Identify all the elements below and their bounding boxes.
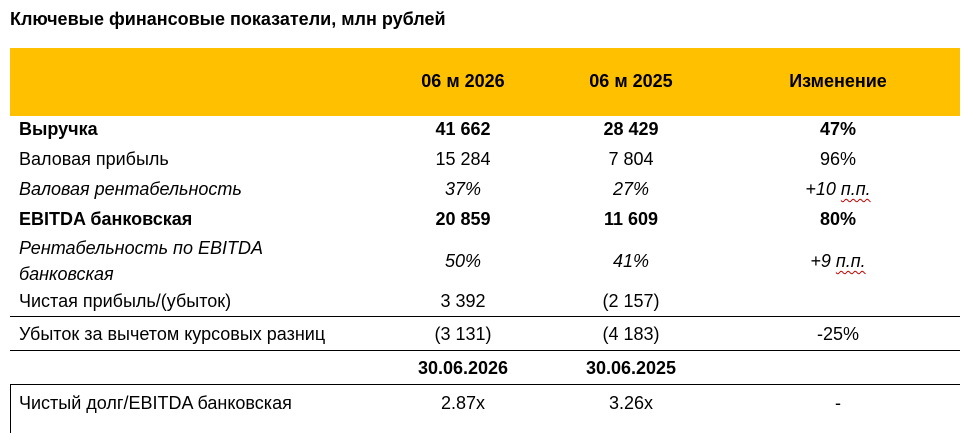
row-value-col1: 3 392 [440, 291, 486, 311]
row-value-col1: 15 284 [435, 149, 491, 169]
row-value-col2: 28 429 [603, 119, 659, 139]
row-value-col1: 50% [444, 251, 482, 271]
table-title: Ключевые финансовые показатели, млн рубл… [10, 9, 446, 29]
row-value-col2: (2 157) [602, 291, 660, 311]
change-unit: п.п. [835, 251, 866, 271]
row-label: Выручка [19, 119, 98, 139]
row-label: Чистый долг/EBITDA банковская [19, 393, 292, 413]
row-value-col2: 41% [612, 251, 650, 271]
header-band [10, 48, 960, 116]
row-value-col2: (4 183) [602, 324, 660, 344]
row-value-col2: 7 804 [608, 149, 654, 169]
row-value-col3: +9 п.п. [718, 250, 958, 272]
row-label: EBITDA банковская [19, 209, 193, 229]
row-label-line1: Рентабельность по EBITDA [19, 238, 263, 258]
change-number: +10 [805, 179, 841, 199]
row-value-col3: 96% [819, 149, 857, 169]
header-col3: Изменение [789, 71, 887, 91]
row-divider [10, 316, 960, 317]
date-col2: 30.06.2025 [585, 358, 677, 378]
row-label: Чистая прибыль/(убыток) [19, 291, 232, 311]
date-col1: 30.06.2026 [417, 358, 509, 378]
row-divider [10, 384, 960, 385]
row-divider [10, 350, 960, 351]
row-label: Валовая рентабельность [19, 179, 242, 199]
row-label: Убыток за вычетом курсовых разниц [19, 324, 326, 344]
row-value-col3: 80% [819, 209, 857, 229]
row-value-col3: +10 п.п. [718, 178, 958, 200]
row-value-col2: 11 609 [603, 209, 659, 229]
row-value-col1: (3 131) [434, 324, 492, 344]
row-value-col2: 27% [612, 179, 650, 199]
header-col1: 06 м 2026 [421, 71, 505, 91]
row-label-line2: банковская [19, 264, 114, 284]
row-label: Валовая прибыль [19, 149, 169, 169]
row-value-col1: 20 859 [435, 209, 491, 229]
row-value-col3: 47% [819, 119, 857, 139]
table-left-border [10, 384, 11, 433]
change-unit: п.п. [840, 179, 871, 199]
row-value-col3: - [835, 393, 841, 413]
row-value-col1: 37% [444, 179, 482, 199]
change-number: +9 [810, 251, 836, 271]
row-value-col1: 41 662 [435, 119, 491, 139]
row-value-col2: 3.26x [608, 393, 654, 413]
row-value-col3: -25% [816, 324, 860, 344]
header-col2: 06 м 2025 [589, 71, 673, 91]
row-value-col1: 2.87x [440, 393, 486, 413]
